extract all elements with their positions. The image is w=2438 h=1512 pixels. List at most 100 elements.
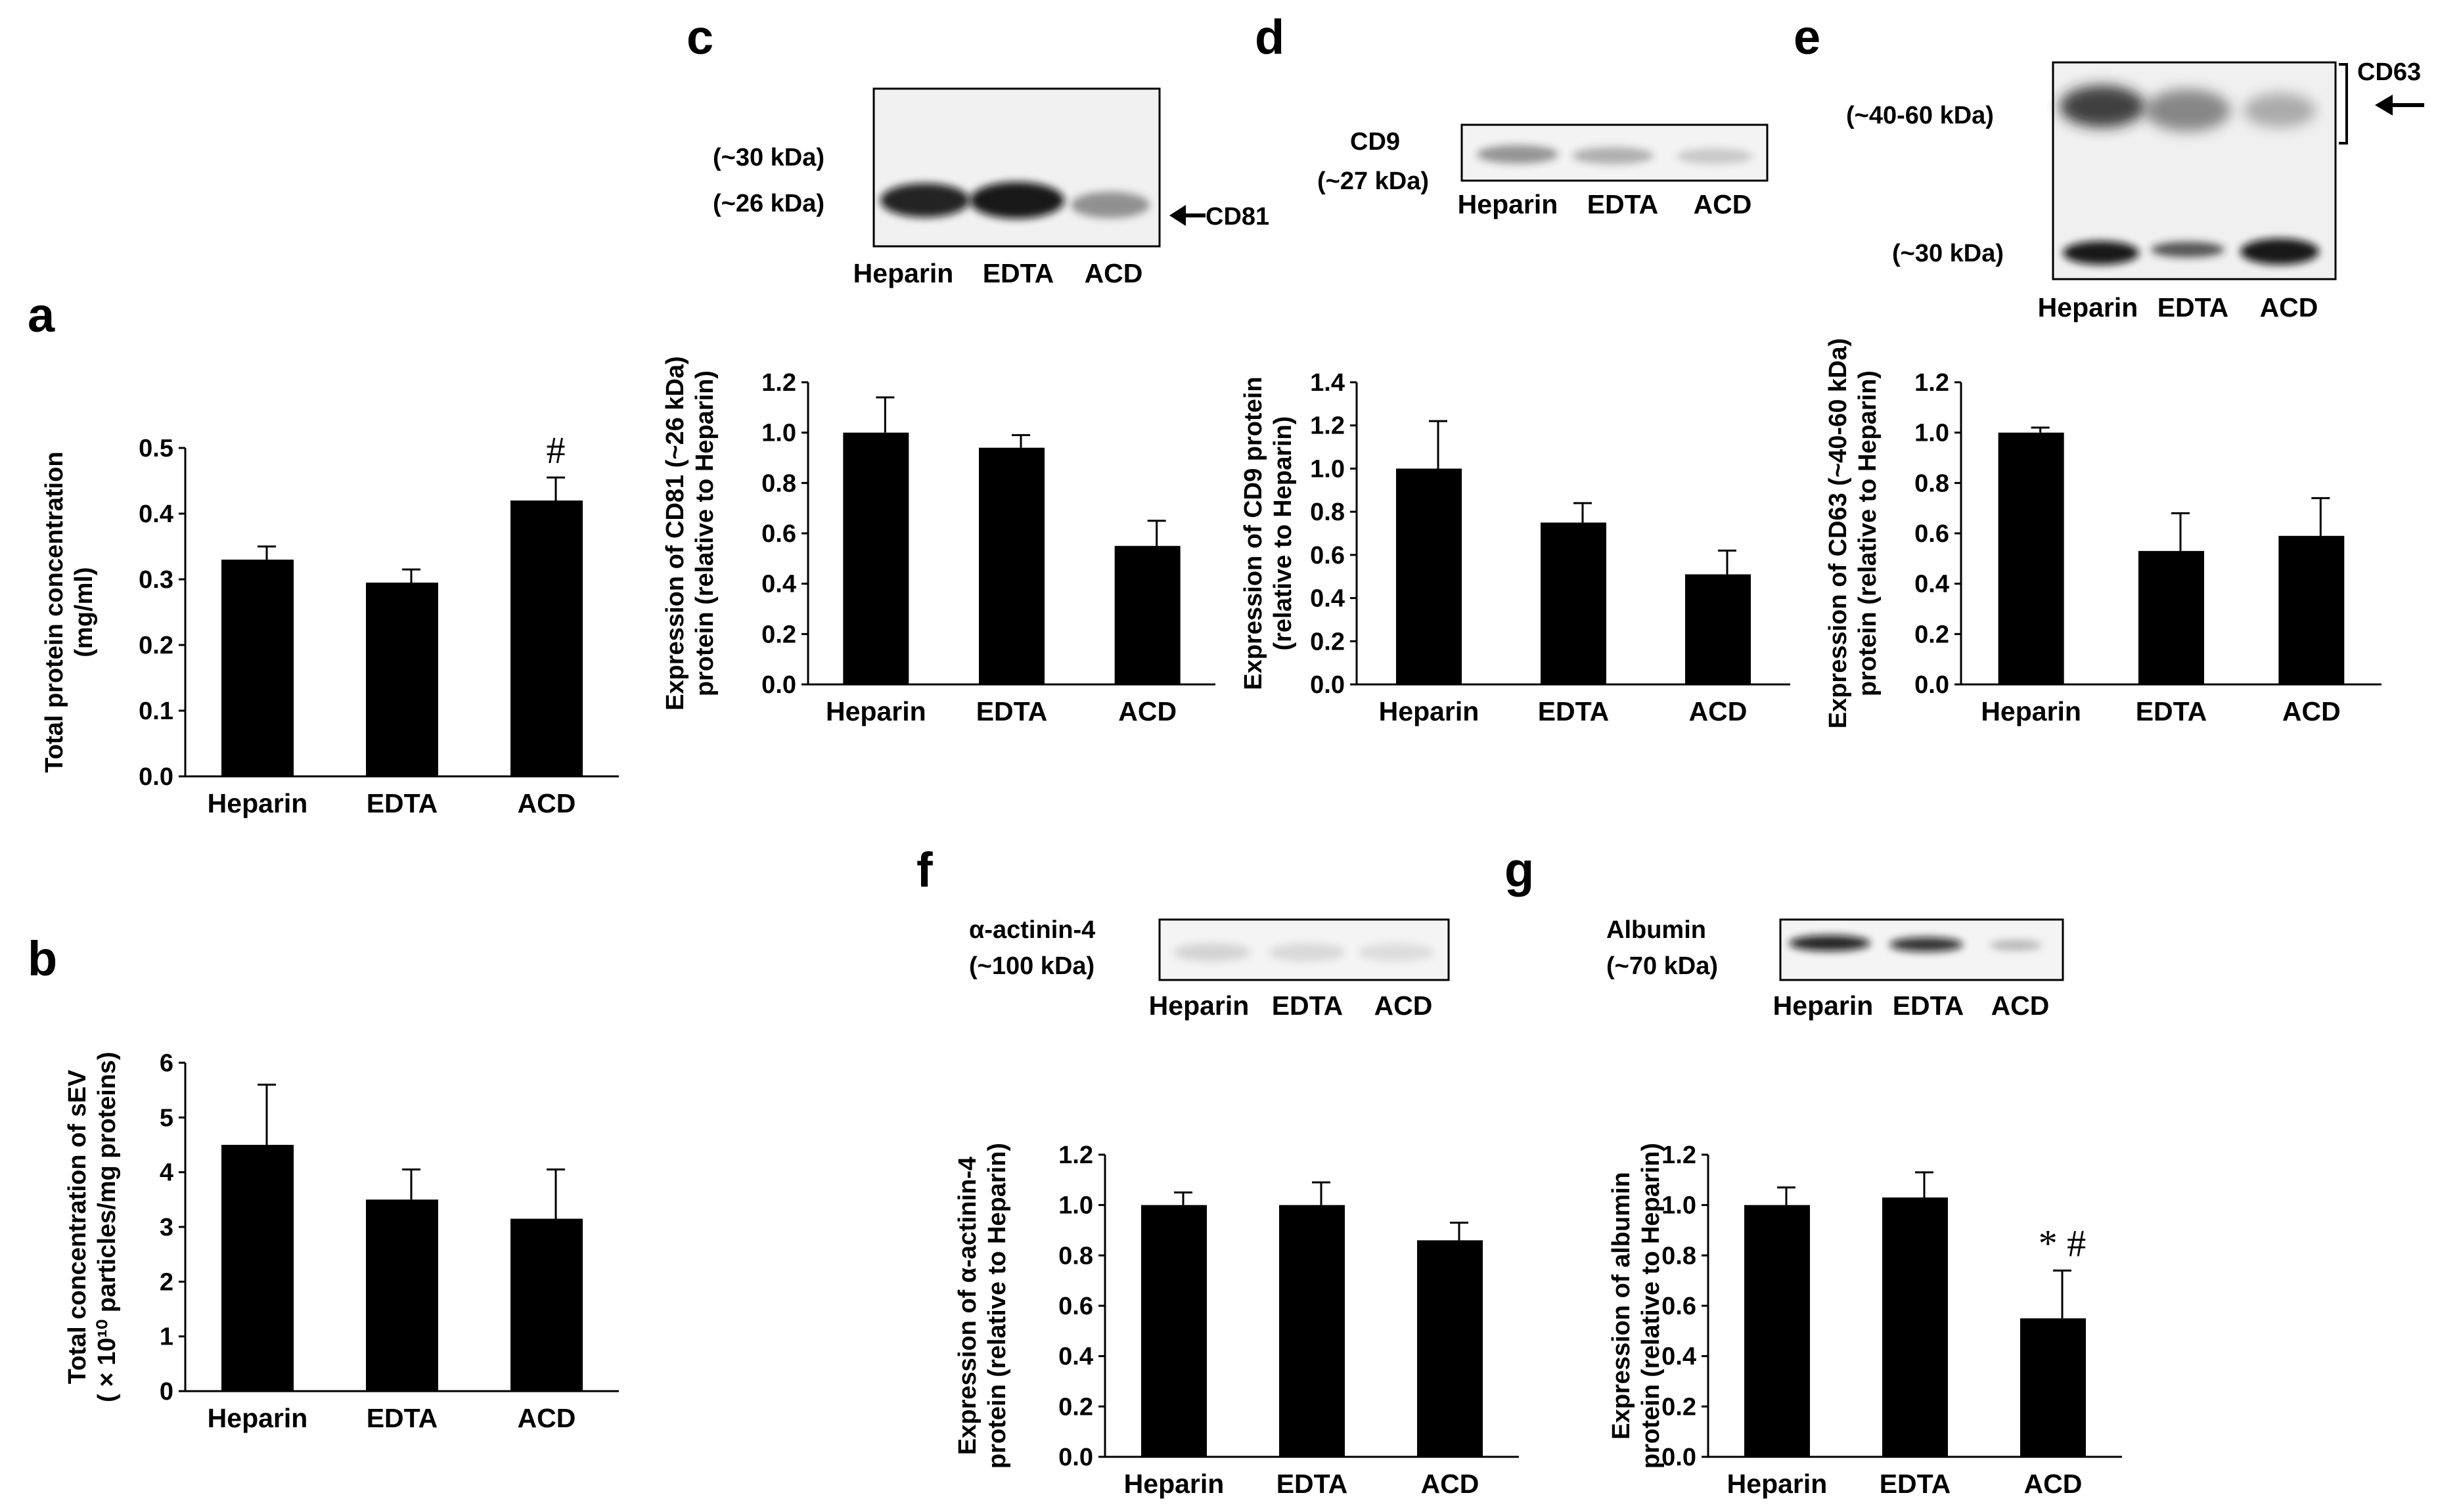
blot-d-label-cd9: CD9 <box>1350 128 1400 156</box>
blot-f-label-actinin: α-actinin-4 <box>969 916 1095 944</box>
blot-c-lane-acd: ACD <box>1085 258 1143 288</box>
chart-d-ylabel: Expression of CD9 protein <box>1240 376 1267 690</box>
chart-a-category-label: EDTA <box>367 788 438 818</box>
blot-g-band-edta <box>1889 937 1963 952</box>
blot-e-label-40-60kda: (~40-60 kDa) <box>1846 102 1994 129</box>
chart-c-category-label: ACD <box>1118 696 1177 726</box>
chart-d-category-label: Heparin <box>1379 696 1479 726</box>
chart-c-ytick-label: 0.6 <box>761 520 796 548</box>
chart-c-bar-edta <box>979 447 1045 684</box>
chart-a-ylabel: Total protein concentration <box>41 451 68 772</box>
chart-b-ytick-label: 1 <box>160 1323 173 1351</box>
blot-d-band-heparin <box>1477 145 1558 164</box>
chart-c-ylabel: protein (relative to Heparin) <box>691 370 719 696</box>
blot-e-arrow-head-icon <box>2375 95 2393 116</box>
chart-e-bar-acd <box>2278 535 2345 684</box>
chart-c-ytick-label: 0.0 <box>761 671 796 699</box>
chart-g-category-label: Heparin <box>1727 1469 1828 1499</box>
panel-label-g: g <box>1504 843 1534 897</box>
chart-f-ytick-label: 0.0 <box>1058 1444 1093 1471</box>
chart-b-ytick-label: 4 <box>160 1159 173 1187</box>
chart-a-ytick-label: 0.2 <box>139 632 173 659</box>
chart-c-category-label: EDTA <box>976 696 1048 726</box>
chart-g-ytick-label: 0.2 <box>1661 1393 1696 1421</box>
chart-f-category-label: ACD <box>1421 1469 1479 1499</box>
chart-e-ytick-label: 1.0 <box>1914 420 1949 447</box>
chart-c-bar-acd <box>1114 546 1181 684</box>
blot-e-bracket <box>2339 63 2348 145</box>
chart-c-ytick-label: 1.2 <box>761 369 796 397</box>
blot-d-lane-heparin: Heparin <box>1458 189 1558 219</box>
chart-f-ylabel: Expression of α-actinin-4 <box>954 1157 982 1455</box>
chart-g-category-label: EDTA <box>1880 1469 1951 1499</box>
chart-f-bar-acd <box>1417 1240 1483 1457</box>
blot-g-band-heparin <box>1789 935 1870 951</box>
blot-f: α-actinin-4 (~100 kDa) Heparin EDTA ACD <box>969 916 1450 1021</box>
chart-g-ytick-label: 0.0 <box>1661 1444 1696 1471</box>
blot-e-lower-band-heparin <box>2063 241 2139 265</box>
blot-e-lane-heparin: Heparin <box>2038 292 2138 322</box>
chart-d-ytick-label: 0.0 <box>1310 671 1345 699</box>
blot-d-lane-acd: ACD <box>1694 189 1752 219</box>
chart-a-significance: # <box>547 429 566 472</box>
blot-e-lower-band-edta <box>2151 242 2224 257</box>
chart-g-significance: * # <box>2039 1222 2087 1264</box>
blot-g-lane-heparin: Heparin <box>1773 990 1874 1021</box>
blot-e-band-edta <box>2145 89 2230 131</box>
blot-d-lane-edta: EDTA <box>1587 189 1659 219</box>
chart-e-bar-heparin <box>1998 432 2064 684</box>
blot-f-band-edta <box>1269 943 1345 962</box>
blot-c-lane-heparin: Heparin <box>853 258 954 288</box>
chart-f-ytick-label: 0.6 <box>1058 1293 1093 1320</box>
blot-c-band-heparin <box>880 183 970 217</box>
chart-e-ytick-label: 0.8 <box>1914 470 1949 497</box>
blot-e-lane-acd: ACD <box>2260 292 2318 322</box>
blot-c-membrane <box>872 87 1161 248</box>
chart-c-ytick-label: 1.0 <box>761 420 796 447</box>
blot-c-label-30kda: (~30 kDa) <box>713 144 824 171</box>
chart-f-ytick-label: 0.4 <box>1058 1343 1093 1371</box>
blot-e-band-heparin <box>2060 85 2145 127</box>
blot-d-band-acd <box>1677 148 1753 164</box>
blot-e: (~40-60 kDa) (~30 kDa) CD63 Heparin EDTA… <box>1846 58 2424 322</box>
chart-d-ytick-label: 0.8 <box>1310 499 1345 526</box>
chart-e-ytick-label: 0.6 <box>1914 520 1949 548</box>
chart-e-ylabel: Expression of CD63 (~40-60 kDa) <box>1824 338 1852 729</box>
chart-g-ylabel: Expression of albumin <box>1608 1172 1635 1440</box>
chart-e-ytick-label: 0.4 <box>1914 571 1949 598</box>
chart-a-category-label: ACD <box>518 788 576 818</box>
chart-d-ytick-label: 1.2 <box>1310 412 1345 440</box>
blot-f-band-acd <box>1358 943 1434 962</box>
chart-b-ytick-label: 3 <box>160 1214 173 1241</box>
chart-d-bar-acd <box>1685 574 1751 684</box>
chart-a-bar-heparin <box>221 560 294 776</box>
chart-c-bar-heparin <box>843 432 909 684</box>
chart-f-category-label: Heparin <box>1124 1469 1225 1499</box>
blot-e-target: CD63 <box>2357 58 2421 86</box>
chart-a-category-label: Heparin <box>208 788 308 818</box>
chart-e-ytick-label: 1.2 <box>1914 369 1949 397</box>
chart-g-bar-edta <box>1882 1197 1948 1457</box>
blot-e-lower-band-acd <box>2240 238 2319 265</box>
chart-e-category-label: ACD <box>2282 696 2341 726</box>
blot-g-label-albumin: Albumin <box>1606 916 1706 944</box>
blot-d-band-edta <box>1572 147 1654 164</box>
panel-label-b: b <box>28 931 57 986</box>
chart-a-ytick-label: 0.4 <box>139 500 173 528</box>
chart-e-ylabel: protein (relative to Heparin) <box>1854 370 1882 696</box>
chart-g-ytick-label: 1.0 <box>1661 1192 1696 1220</box>
chart-b-category-label: ACD <box>518 1403 576 1433</box>
blot-f-lane-heparin: Heparin <box>1149 990 1250 1021</box>
blot-c: (~30 kDa) (~26 kDa) CD81 Heparin EDTA AC… <box>713 87 1269 288</box>
chart-c-ytick-label: 0.8 <box>761 470 796 497</box>
chart-e-category-label: Heparin <box>1981 696 2081 726</box>
blot-f-lane-edta: EDTA <box>1272 990 1343 1021</box>
chart-b-bar-acd <box>510 1218 583 1391</box>
blot-g-label-70kda: (~70 kDa) <box>1606 952 1718 980</box>
panel-label-c: c <box>687 10 713 64</box>
chart-b-ylabel: ( × 10¹⁰ particles/mg proteins) <box>93 1052 121 1402</box>
blot-c-target: CD81 <box>1206 203 1269 231</box>
blot-c-arrow-head-icon <box>1169 205 1186 226</box>
chart-b-ylabel: Total concentration of sEV <box>64 1069 91 1384</box>
